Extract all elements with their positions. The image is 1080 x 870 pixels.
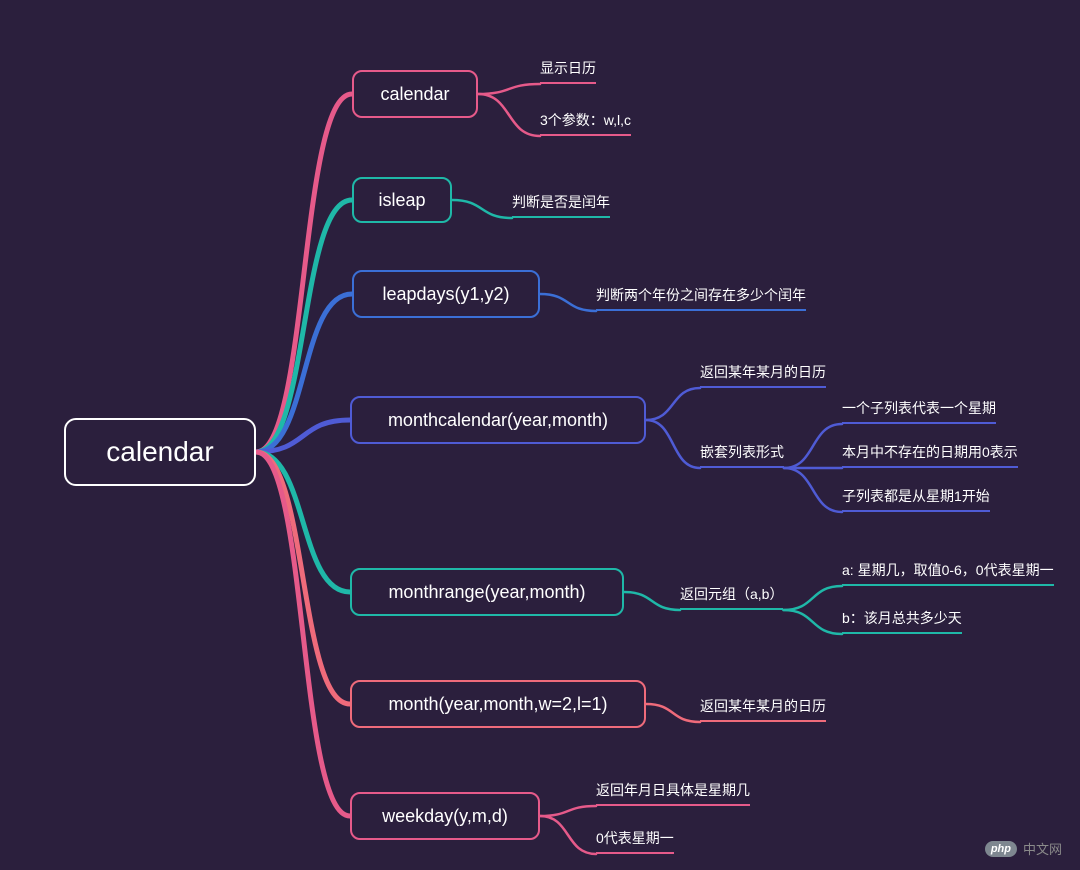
branch-node: month(year,month,w=2,l=1) <box>350 680 646 728</box>
leaf-node: 返回元组（a,b） <box>680 584 783 610</box>
leaf-node: 返回某年某月的日历 <box>700 362 826 388</box>
root-label: calendar <box>106 436 213 468</box>
leaf-node: 返回年月日具体是星期几 <box>596 780 750 806</box>
branch-node: leapdays(y1,y2) <box>352 270 540 318</box>
leaf-node: 3个参数：w,l,c <box>540 110 631 136</box>
leaf-node: 判断两个年份之间存在多少个闰年 <box>596 285 806 311</box>
watermark-text: 中文网 <box>1023 839 1062 858</box>
branch-label: monthrange(year,month) <box>388 582 585 603</box>
branch-label: calendar <box>380 84 449 105</box>
leaf-node: 一个子列表代表一个星期 <box>842 398 996 424</box>
watermark-logo: php <box>985 841 1017 857</box>
branch-node: isleap <box>352 177 452 223</box>
branch-label: monthcalendar(year,month) <box>388 410 608 431</box>
branch-node: calendar <box>352 70 478 118</box>
branch-label: isleap <box>378 190 425 211</box>
leaf-node: 本月中不存在的日期用0表示 <box>842 442 1018 468</box>
branch-label: month(year,month,w=2,l=1) <box>388 694 607 715</box>
watermark: php 中文网 <box>985 839 1062 858</box>
branch-node: monthrange(year,month) <box>350 568 624 616</box>
leaf-node: 判断是否是闰年 <box>512 192 610 218</box>
leaf-node: 嵌套列表形式 <box>700 442 784 468</box>
leaf-node: 返回某年某月的日历 <box>700 696 826 722</box>
leaf-node: 子列表都是从星期1开始 <box>842 486 990 512</box>
leaf-node: 0代表星期一 <box>596 828 674 854</box>
root-node: calendar <box>64 418 256 486</box>
branch-node: monthcalendar(year,month) <box>350 396 646 444</box>
leaf-node: 显示日历 <box>540 58 596 84</box>
leaf-node: a: 星期几，取值0-6，0代表星期一 <box>842 560 1054 586</box>
branch-node: weekday(y,m,d) <box>350 792 540 840</box>
branch-label: weekday(y,m,d) <box>382 806 508 827</box>
leaf-node: b：该月总共多少天 <box>842 608 962 634</box>
branch-label: leapdays(y1,y2) <box>382 284 509 305</box>
